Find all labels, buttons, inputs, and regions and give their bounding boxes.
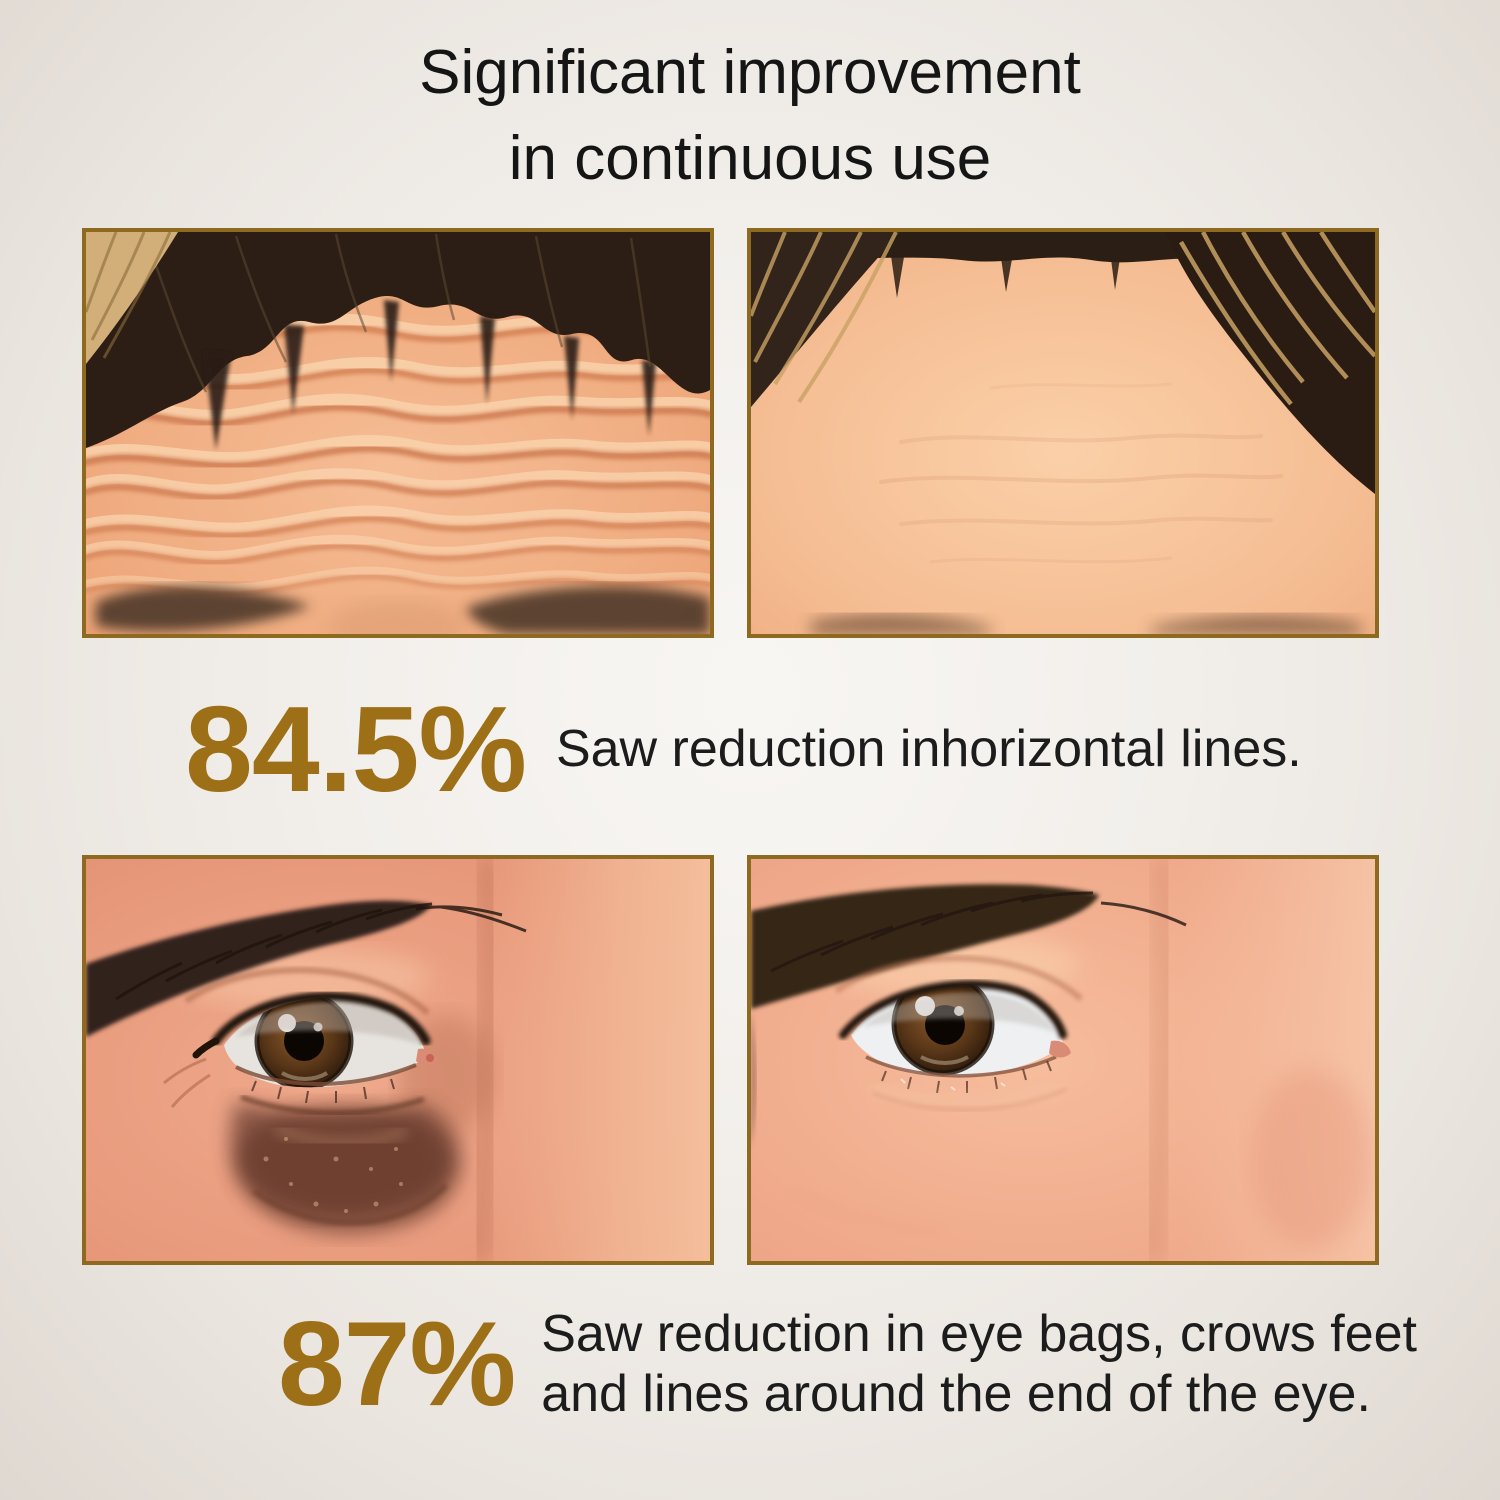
eye-before-photo [82, 855, 714, 1265]
eye-comparison [82, 855, 1379, 1265]
stat-horizontal-lines: 84.5% Saw reduction inhorizontal lines. [185, 682, 1302, 816]
stat-description-87: Saw reduction in eye bags, crows feet an… [541, 1304, 1417, 1425]
eye-after-photo [747, 855, 1379, 1265]
stat-description-87-line-1: Saw reduction in eye bags, crows feet [541, 1304, 1417, 1363]
stat-description-84-5: Saw reduction inhorizontal lines. [555, 719, 1302, 778]
stat-description-87-line-2: and lines around the end of the eye. [541, 1365, 1371, 1423]
forehead-after-photo [747, 228, 1379, 638]
stat-eye-bags: 87% Saw reduction in eye bags, crows fee… [278, 1302, 1417, 1426]
title-line-2: in continuous use [508, 123, 992, 193]
stat-value-87: 87% [278, 1297, 516, 1431]
eye-without-dark-circles-image [751, 859, 1375, 1261]
forehead-before-photo [82, 228, 714, 638]
page-title: Significant improvement in continuous us… [0, 30, 1500, 201]
eye-with-dark-circles-image [86, 859, 710, 1261]
stat-value-84-5: 84.5% [185, 681, 527, 817]
title-line-1: Significant improvement [419, 38, 1081, 107]
forehead-comparison [82, 228, 1379, 638]
smooth-forehead-image [751, 232, 1375, 634]
wrinkled-forehead-image [86, 232, 710, 634]
